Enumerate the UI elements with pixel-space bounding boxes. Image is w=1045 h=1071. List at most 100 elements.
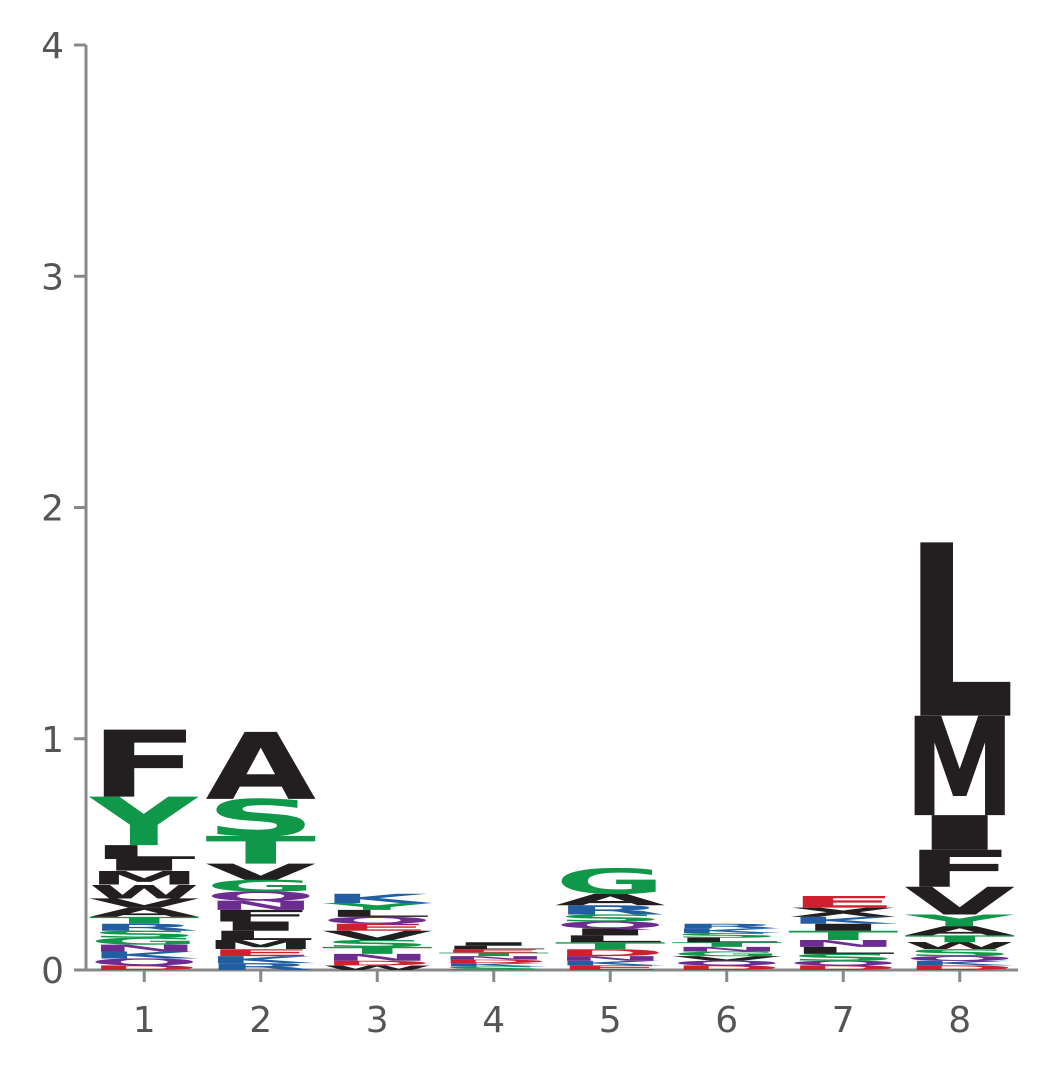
logo-letter: M bbox=[904, 690, 1015, 848]
logo-letter: L bbox=[322, 908, 433, 919]
logo-letter: T bbox=[205, 828, 316, 872]
logo-letter: D bbox=[671, 964, 782, 971]
y-ticks: 0 1 2 3 4 bbox=[41, 26, 86, 992]
logo-letter: G bbox=[671, 950, 782, 957]
letter-stacks: DQKNGSRTAVWMILYFRKEMLIFNQGVTSAWDNTSVEQLY… bbox=[88, 496, 1016, 972]
x-tick-label: 8 bbox=[948, 1000, 971, 1041]
logo-letter: F bbox=[89, 712, 200, 819]
logo-letter: K bbox=[438, 962, 548, 968]
logo-letter: I bbox=[788, 922, 899, 933]
logo-letter: S bbox=[904, 947, 1015, 958]
logo-letter: I bbox=[438, 941, 549, 947]
logo-letter: V bbox=[904, 879, 1015, 923]
logo-letter: D bbox=[322, 960, 433, 967]
logo-letter: Q bbox=[904, 955, 1015, 962]
logo-letter: A bbox=[89, 905, 200, 920]
x-tick-label: 4 bbox=[482, 1000, 505, 1041]
logo-letter: K bbox=[904, 959, 1014, 966]
logo-letter: N bbox=[322, 952, 433, 963]
y-tick-label: 3 bbox=[41, 257, 64, 298]
logo-letter: M bbox=[89, 867, 200, 889]
logo-letter: Q bbox=[671, 959, 782, 966]
logo-letter: V bbox=[205, 859, 316, 885]
logo-letter: Y bbox=[321, 901, 432, 912]
logo-letter: L bbox=[788, 945, 899, 956]
logo-letter: N bbox=[671, 946, 782, 953]
x-tick-label: 7 bbox=[832, 1000, 855, 1041]
logo-letter: G bbox=[205, 877, 316, 895]
logo-letter: Y bbox=[903, 911, 1015, 929]
logo-letter: T bbox=[904, 933, 1015, 944]
x-tick-label: 2 bbox=[249, 1000, 272, 1041]
logo-letter: A bbox=[555, 891, 666, 909]
y-tick-label: 0 bbox=[41, 951, 64, 992]
y-tick-label: 4 bbox=[41, 26, 64, 67]
logo-letter: E bbox=[205, 947, 316, 958]
logo-letter: D bbox=[89, 964, 200, 971]
logo-letter: A bbox=[205, 714, 316, 821]
logo-letter: S bbox=[322, 938, 433, 949]
logo-letter: W bbox=[322, 964, 433, 971]
logo-letter: K bbox=[89, 950, 199, 961]
logo-letter: T bbox=[438, 952, 549, 958]
logo-letter: M bbox=[205, 938, 316, 953]
logo-letter: I bbox=[205, 919, 316, 934]
logo-letter: N bbox=[438, 955, 549, 961]
y-tick-label: 2 bbox=[41, 489, 64, 530]
x-tick-label: 5 bbox=[599, 1000, 622, 1041]
logo-letter: L bbox=[438, 945, 549, 951]
logo-letter: L bbox=[555, 934, 666, 945]
x-tick-label: 3 bbox=[366, 1000, 389, 1041]
logo-letter: N bbox=[89, 943, 200, 954]
logo-letter: K bbox=[671, 927, 781, 934]
logo-letter: N bbox=[788, 938, 899, 949]
logo-letter: F bbox=[904, 840, 1015, 899]
logo-letter: R bbox=[555, 903, 666, 918]
logo-letter: V bbox=[671, 955, 782, 962]
logo-letter: S bbox=[788, 952, 899, 963]
logo-letter: Q bbox=[788, 959, 899, 966]
logo-letter: R bbox=[89, 922, 200, 933]
logo-letter: Q bbox=[89, 957, 200, 968]
logo-letter: E bbox=[788, 893, 899, 911]
logo-letter: D bbox=[904, 964, 1015, 971]
logo-letter: L bbox=[205, 928, 316, 943]
logo-letter: D bbox=[788, 964, 899, 971]
logo-letter: S bbox=[205, 789, 316, 848]
x-ticks: 1 2 3 4 5 6 7 8 bbox=[133, 970, 971, 1041]
logo-letter: S bbox=[89, 929, 200, 940]
x-tick-label: 6 bbox=[715, 1000, 738, 1041]
logo-letter: S bbox=[555, 913, 666, 924]
logo-letter: W bbox=[904, 940, 1015, 951]
logo-letter: N bbox=[205, 898, 316, 913]
logo-letter: R bbox=[671, 923, 782, 930]
logo-letter: K bbox=[555, 959, 665, 966]
y-tick-label: 1 bbox=[41, 720, 64, 761]
logo-letter: I bbox=[904, 806, 1015, 861]
logo-letter: S bbox=[671, 932, 782, 939]
logo-letter: A bbox=[904, 924, 1015, 939]
logo-letter: Y bbox=[88, 784, 199, 861]
logo-letter: E bbox=[555, 964, 666, 971]
logo-letter: E bbox=[322, 922, 433, 933]
logo-letter: I bbox=[555, 927, 666, 938]
x-tick-label: 1 bbox=[133, 1000, 156, 1041]
logo-letter: K bbox=[205, 954, 315, 965]
logo-letter: D bbox=[555, 947, 666, 958]
logo-letter: R bbox=[205, 961, 316, 972]
logo-letter: Q bbox=[555, 920, 666, 931]
logo-letter: K bbox=[322, 891, 433, 906]
logo-letter: W bbox=[89, 881, 200, 903]
logo-letter: E bbox=[438, 948, 549, 954]
logo-letter: D bbox=[438, 959, 549, 965]
logo-letter: V bbox=[89, 896, 200, 911]
logo-letter: L bbox=[904, 496, 1015, 772]
logo-letter: Q bbox=[205, 889, 316, 904]
